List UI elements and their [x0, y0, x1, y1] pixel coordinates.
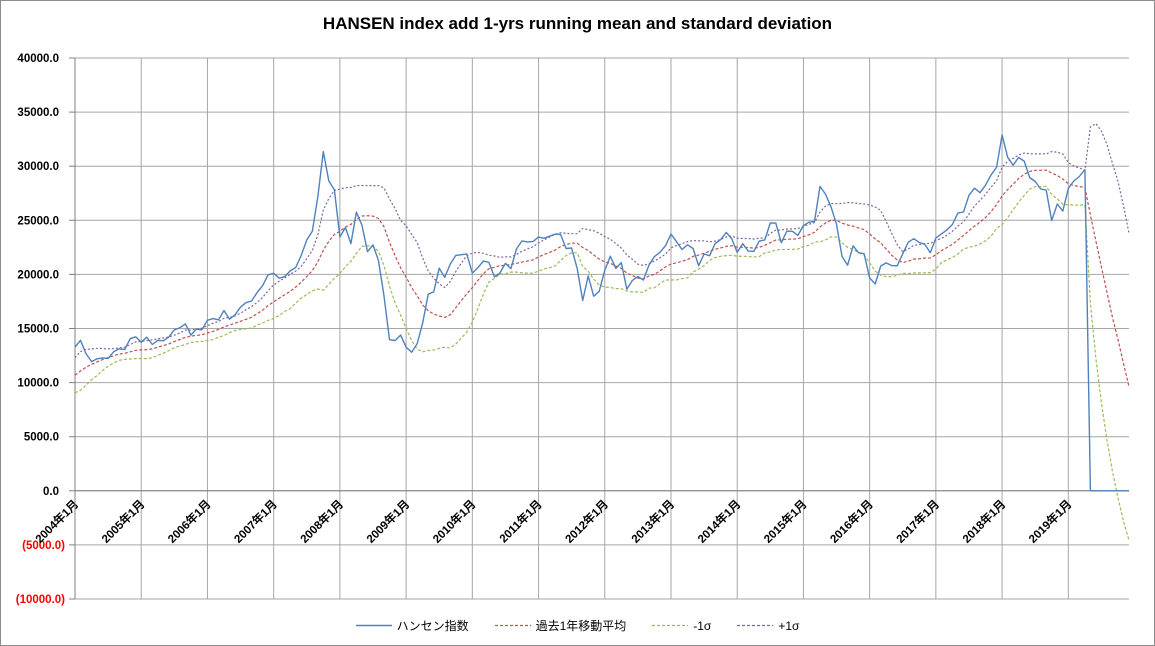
x-tick-label: 2009年1月: [363, 497, 412, 546]
legend-line-sample-plus-sigma: [737, 624, 774, 627]
y-tick-label: 40000.0: [17, 53, 59, 65]
x-tick-label: 2011年1月: [496, 497, 544, 545]
x-tick-label: 2008年1月: [297, 497, 346, 546]
x-tick-label: 2006年1月: [165, 497, 214, 546]
legend-line-sample-index: [355, 624, 392, 627]
legend: ハンセン指数 過去1年移動平均 -1σ +1σ: [1, 617, 1154, 634]
legend-item-index: ハンセン指数: [355, 617, 469, 634]
legend-label: -1σ: [693, 618, 712, 633]
y-tick-label: 20000.0: [17, 269, 59, 281]
series-line-mean: [74, 169, 1130, 387]
y-tick-label: 35000.0: [17, 107, 59, 119]
x-tick-label: 2016年1月: [827, 497, 876, 546]
x-tick-label: 2012年1月: [562, 497, 611, 546]
series-line-minus-sigma: [74, 185, 1130, 541]
x-tick-label: 2015年1月: [761, 497, 810, 546]
x-tick-label: 2019年1月: [1026, 497, 1075, 546]
chart-title: HANSEN index add 1-yrs running mean and …: [322, 14, 833, 33]
legend-item-mean: 過去1年移動平均: [494, 617, 627, 634]
series-line-index: [74, 134, 1129, 492]
x-tick-label: 2014年1月: [695, 497, 744, 546]
legend-line-sample-minus-sigma: [652, 624, 689, 627]
y-tick-label: 25000.0: [17, 215, 59, 227]
x-tick-label: 2007年1月: [231, 497, 280, 546]
legend-item-plus-sigma: +1σ: [737, 619, 799, 633]
legend-label: +1σ: [778, 618, 800, 633]
series-line-plus-sigma: [74, 122, 1130, 359]
y-tick-label: (5000.0): [22, 540, 65, 552]
y-tick-label: 15000.0: [17, 324, 59, 336]
y-tick-label: (10000.0): [16, 594, 65, 606]
y-tick-label: 0.0: [43, 486, 59, 498]
legend-item-minus-sigma: -1σ: [652, 619, 711, 633]
y-tick-label: 5000.0: [24, 432, 59, 444]
legend-label: ハンセン指数: [396, 619, 469, 633]
legend-label: 過去1年移動平均: [535, 619, 627, 633]
y-tick-label: 10000.0: [17, 378, 59, 390]
legend-line-sample-mean: [494, 624, 531, 627]
x-tick-label: 2017年1月: [893, 497, 942, 546]
x-tick-label: 2018年1月: [959, 497, 1008, 546]
y-tick-label: 30000.0: [17, 161, 59, 173]
x-tick-label: 2010年1月: [430, 497, 479, 546]
x-tick-label: 2013年1月: [628, 497, 677, 546]
x-tick-label: 2005年1月: [99, 497, 148, 546]
x-tick-label: 2004年1月: [32, 497, 81, 546]
